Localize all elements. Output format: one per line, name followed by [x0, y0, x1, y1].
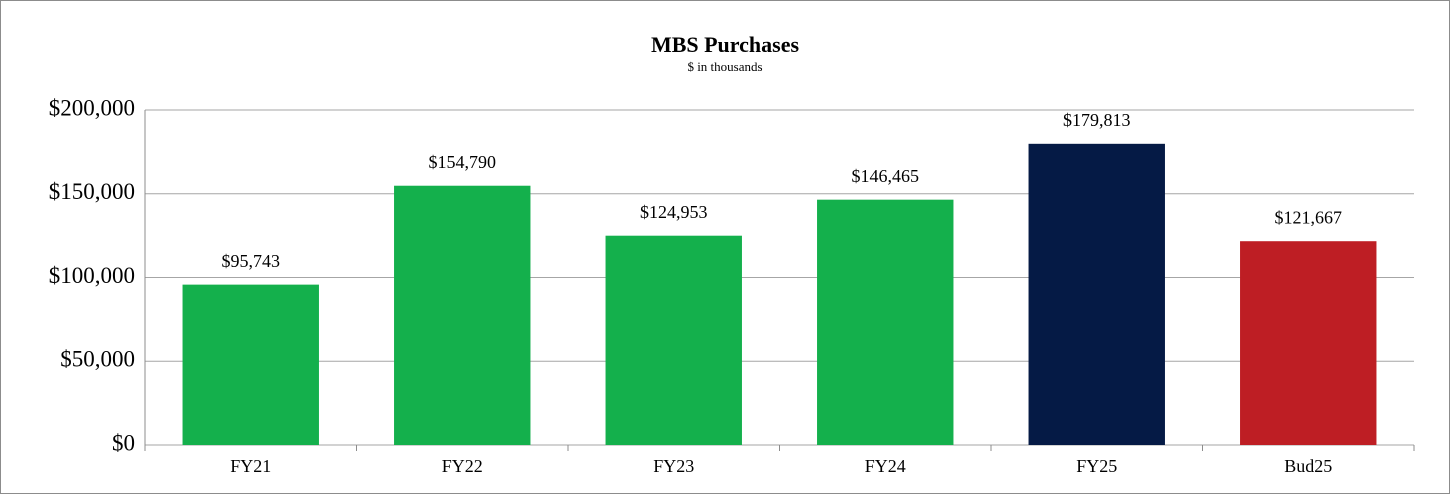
value-label: $146,465 — [852, 166, 920, 186]
bar — [394, 185, 531, 445]
value-label: $154,790 — [429, 152, 497, 172]
value-label: $124,953 — [640, 202, 708, 222]
bar — [1028, 143, 1165, 445]
bar — [1240, 241, 1377, 445]
x-tick-label: Bud25 — [1284, 456, 1332, 476]
bar — [817, 199, 954, 445]
y-tick-label: $100,000 — [49, 263, 135, 288]
x-tick-label: FY25 — [1076, 456, 1117, 476]
value-label-bg — [414, 152, 511, 175]
bar — [605, 235, 742, 445]
value-label: $121,667 — [1275, 207, 1343, 227]
x-tick-label: FY22 — [442, 456, 483, 476]
value-label-bg — [1260, 208, 1357, 231]
chart-title: MBS Purchases — [651, 32, 800, 57]
value-label: $179,813 — [1063, 110, 1131, 130]
value-label-bg — [1048, 110, 1145, 133]
y-tick-label: $50,000 — [60, 347, 135, 372]
x-tick-label: FY23 — [653, 456, 694, 476]
y-tick-label: $200,000 — [49, 95, 135, 120]
value-label-bg — [837, 166, 934, 189]
x-tick-label: FY24 — [865, 456, 906, 476]
value-label: $95,743 — [222, 251, 281, 271]
value-label-bg — [625, 202, 722, 225]
x-tick-label: FY21 — [230, 456, 271, 476]
bar — [182, 284, 319, 445]
y-tick-label: $150,000 — [49, 179, 135, 204]
y-tick-label: $0 — [112, 430, 135, 455]
value-label-bg — [202, 251, 299, 274]
chart-subtitle: $ in thousands — [687, 59, 762, 74]
